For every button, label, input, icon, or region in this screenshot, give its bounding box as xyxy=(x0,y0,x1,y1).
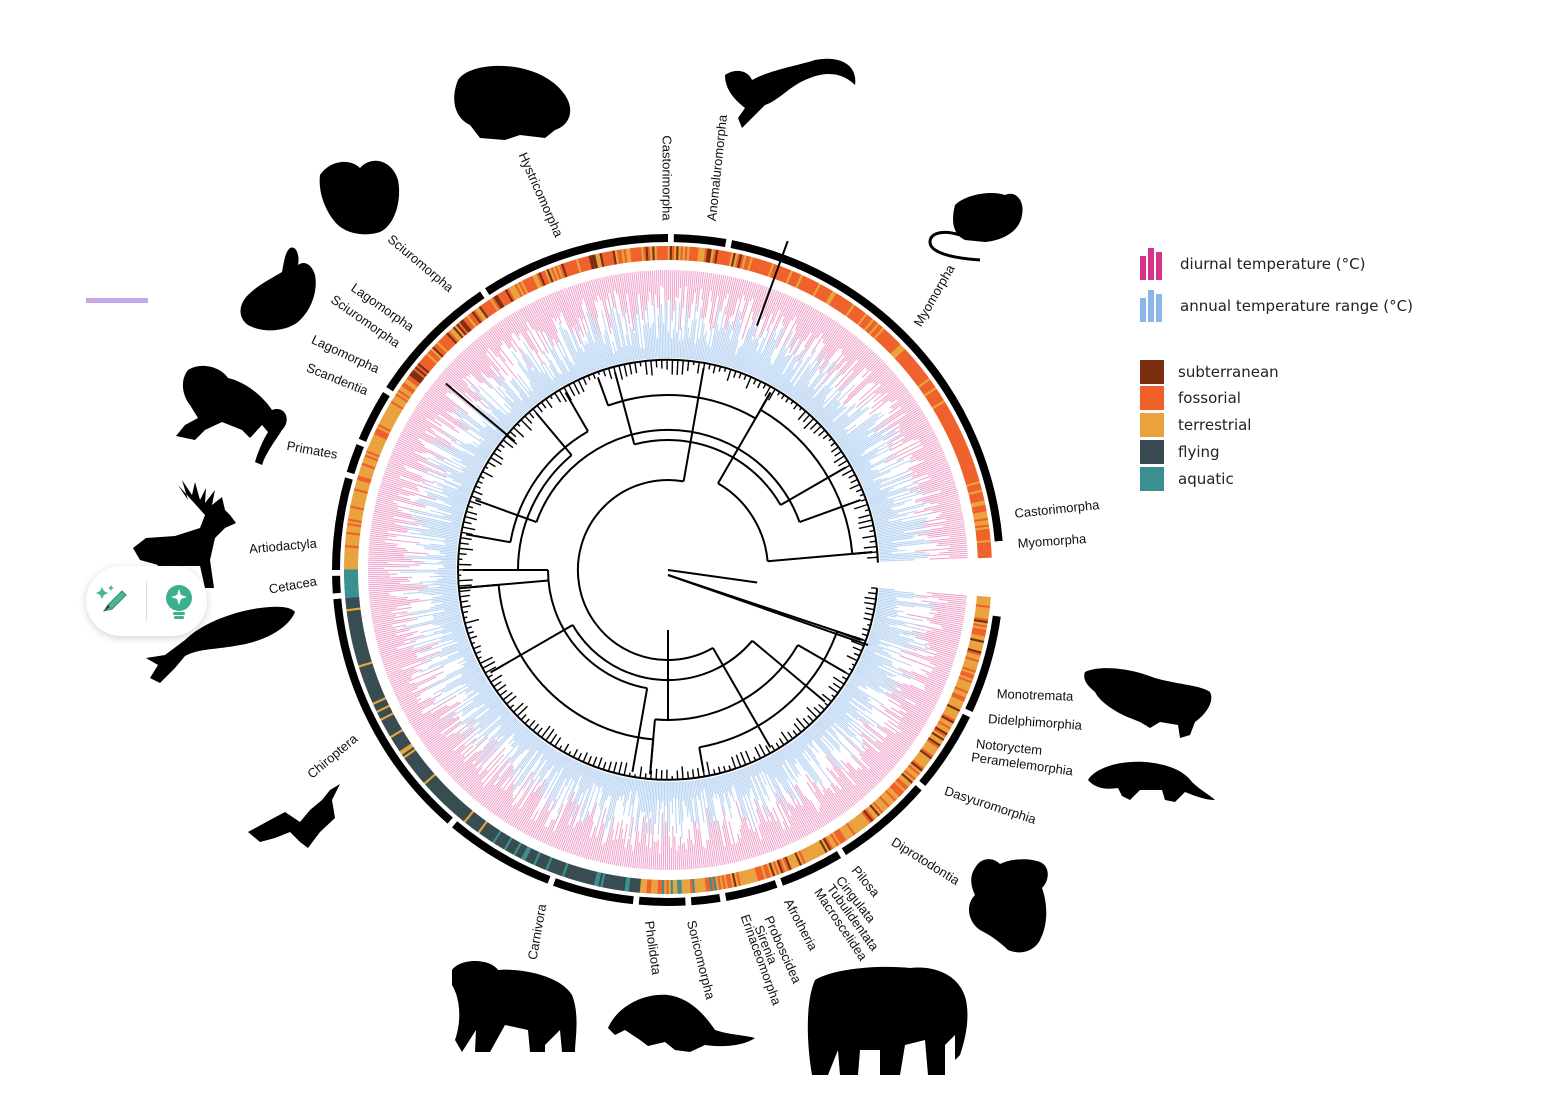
aquatic-swatch xyxy=(1140,467,1164,491)
squirrel-icon xyxy=(320,161,399,235)
opossum-icon xyxy=(1088,762,1215,802)
legend-fossorial: fossorial xyxy=(1140,386,1241,410)
porcupine-icon xyxy=(454,66,570,140)
platypus-icon xyxy=(1084,668,1211,738)
koala-icon xyxy=(969,859,1048,952)
legend-annual-label: annual temperature range (°C) xyxy=(1180,297,1413,315)
legend-aquatic: aquatic xyxy=(1140,467,1234,491)
clade-label-myomorpha_right: Myomorpha xyxy=(1017,531,1087,551)
clade-label-chiroptera: Chiroptera xyxy=(304,730,361,781)
bat-icon xyxy=(248,784,340,848)
edit-button[interactable] xyxy=(91,578,137,624)
clade-label-anomaluromorpha: Anomaluromorpha xyxy=(704,113,730,222)
diurnal-bars-icon xyxy=(1140,248,1166,280)
jerboa-icon xyxy=(725,59,855,128)
clade-label-dasyuromorphia: Dasyuromorphia xyxy=(943,783,1039,827)
subterranean-swatch xyxy=(1140,360,1164,384)
floating-toolbar xyxy=(86,566,207,636)
clade-label-sciuromorpha_outer: Sciuromorpha xyxy=(385,231,457,295)
legend-aquatic-label: aquatic xyxy=(1178,470,1234,488)
legend-fossorial-label: fossorial xyxy=(1178,389,1241,407)
flying-swatch xyxy=(1140,440,1164,464)
clade-label-myomorpha_top: Myomorpha xyxy=(910,261,958,329)
rabbit-icon xyxy=(241,247,316,330)
legend-terrestrial-label: terrestrial xyxy=(1178,416,1251,434)
pangolin-icon xyxy=(608,995,755,1052)
fossorial-swatch xyxy=(1140,386,1164,410)
legend-subterranean: subterranean xyxy=(1140,360,1279,384)
legend-subterranean-label: subterranean xyxy=(1178,363,1279,381)
clade-label-hystricomorpha: Hystricomorpha xyxy=(516,150,567,240)
clade-label-castorimorpha_top: Castorimorpha xyxy=(660,135,675,221)
clade-label-castorimorpha_right: Castorimorpha xyxy=(1014,497,1101,521)
clade-label-monotremata: Monotremata xyxy=(997,686,1075,704)
insights-button[interactable] xyxy=(156,578,202,624)
lightbulb-icon xyxy=(159,581,199,621)
selection-indicator xyxy=(86,298,148,303)
legend-flying-label: flying xyxy=(1178,443,1220,461)
legend-diurnal: diurnal temperature (°C) xyxy=(1140,248,1365,280)
mouse-icon xyxy=(930,193,1023,260)
toolbar-divider xyxy=(146,581,147,621)
clade-label-diprotodontia: Diprotodontia xyxy=(889,834,963,888)
monkey-icon xyxy=(176,366,287,465)
clade-label-pholidota: Pholidota xyxy=(642,920,665,977)
edit-icon xyxy=(94,581,134,621)
clade-label-carnivora: Carnivora xyxy=(525,902,550,961)
clade-label-artiodactyla: Artiodactyla xyxy=(248,535,318,556)
legend-flying: flying xyxy=(1140,440,1220,464)
annual-bars-icon xyxy=(1140,290,1166,322)
bear-icon xyxy=(452,961,577,1052)
terrestrial-swatch xyxy=(1140,413,1164,437)
legend: diurnal temperature (°C) annual temperat… xyxy=(1140,240,1460,500)
clade-label-didelphimorphia: Didelphimorphia xyxy=(988,711,1084,733)
clade-label-cetacea: Cetacea xyxy=(268,573,319,596)
legend-diurnal-label: diurnal temperature (°C) xyxy=(1180,255,1365,273)
clade-label-soricomorpha: Soricomorpha xyxy=(684,919,718,1002)
elephant-icon xyxy=(808,967,968,1075)
clade-label-primates: Primates xyxy=(286,438,340,462)
legend-annual: annual temperature range (°C) xyxy=(1140,290,1413,322)
legend-terrestrial: terrestrial xyxy=(1140,413,1251,437)
